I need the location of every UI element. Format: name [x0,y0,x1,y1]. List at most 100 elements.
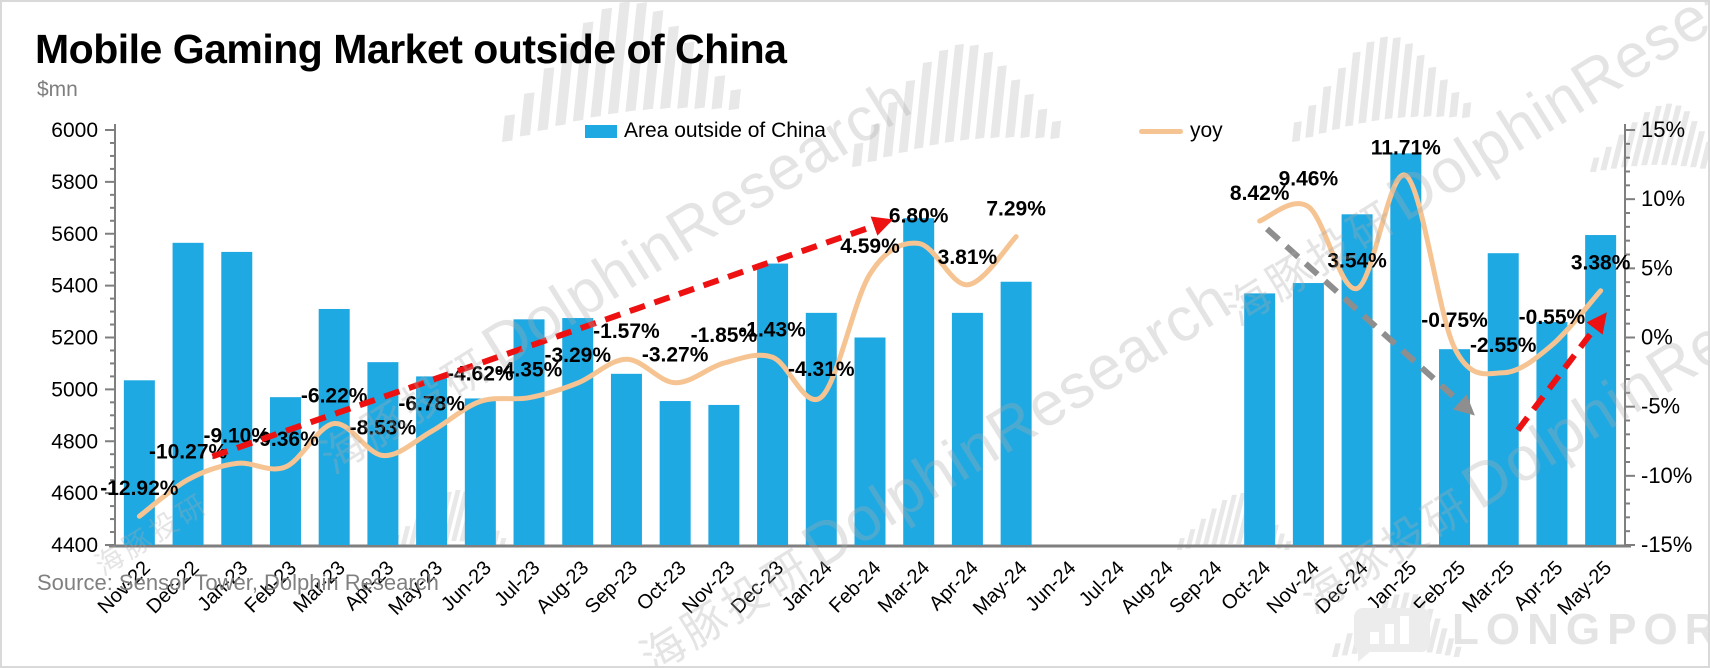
yoy-data-labels: -12.92%-10.27%-9.10%-9.36%-6.22%-8.53%-6… [100,137,1630,501]
bar [562,318,594,545]
right-axis-tick-label: 15% [1641,117,1685,142]
bar [1439,349,1471,545]
bar [221,251,253,545]
x-axis-label: Jun-23 [437,557,496,616]
x-axis-label: Nov-23 [678,557,739,618]
soundwave-watermark-icon [502,2,741,142]
left-axis-tick-label: 5200 [51,327,98,350]
bar [1244,293,1276,545]
yoy-data-label: -1.57% [593,320,660,343]
yoy-data-label: -10.27% [149,441,228,464]
bar [659,401,691,545]
right-axis-tick-label: 5% [1641,255,1673,280]
uptrend-arrow-early [211,216,894,460]
yoy-line [1257,172,1604,377]
x-axis-label: Dec-22 [142,557,203,618]
yoy-data-label: 4.59% [840,235,900,258]
yoy-data-label: -2.55% [1470,334,1537,357]
x-axis-label: Aug-24 [1117,557,1178,618]
bar-series [123,153,1617,545]
x-axis-label: Mar-25 [1458,557,1518,617]
yoy-data-label: -3.29% [544,344,611,367]
yoy-data-label: 6.80% [889,204,949,227]
soundwave-watermark-icon [852,43,1062,167]
x-axis-label: Nov-24 [1263,557,1324,618]
x-axis-label: Aug-23 [532,557,593,618]
yoy-data-label: -1.85% [691,324,758,347]
left-axis-tick-label: 5000 [51,378,98,401]
soundwave-watermark-icon [1292,36,1472,142]
bar [1585,235,1617,545]
left-axis-tick-label: 5800 [51,171,98,194]
yoy-data-label: -1.43% [739,318,806,341]
x-axis-label: Feb-24 [825,557,885,617]
x-axis-label: May-23 [384,557,447,620]
bar [1000,281,1032,545]
x-axis-label: Feb-23 [241,557,301,617]
left-axis-tick-label: 4400 [51,534,98,557]
yoy-data-label: 3.38% [1571,252,1631,275]
x-axis-label: Dec-24 [1311,557,1372,618]
yoy-data-label: -0.75% [1421,309,1488,332]
bar [464,398,496,545]
yoy-data-label: -4.35% [496,359,563,382]
x-axis-label: Jun-24 [1022,557,1081,616]
bar [757,263,789,545]
bar [854,337,886,545]
yoy-data-label: -9.10% [204,424,271,447]
trend-arrows [211,216,1607,460]
yoy-data-label: -6.22% [301,385,368,408]
x-axis-label: Jan-23 [194,557,253,616]
yoy-data-label: -8.53% [350,416,417,439]
yoy-data-label: 9.46% [1279,168,1339,191]
right-axis-tick-labels: -15% -10% -5% 0% 5% 10% 15% [1641,117,1692,557]
yoy-data-label: 3.54% [1327,250,1387,273]
yoy-data-label: -4.31% [788,358,855,381]
x-axis-label: Dec-23 [727,557,788,618]
yoy-data-label: 8.42% [1230,182,1290,205]
x-axis-label: Feb-25 [1410,557,1470,617]
yoy-data-label: 7.29% [986,198,1046,221]
bar [416,376,448,545]
x-axis-label: Mar-23 [289,557,349,617]
uptrend-arrow-late [1515,312,1607,432]
x-axis-label: Mar-24 [874,557,934,617]
soundwave-watermark-icon [392,490,507,547]
bar [805,312,837,545]
yoy-data-label: -3.27% [642,344,709,367]
x-axis-label: Sep-24 [1165,557,1226,618]
x-axis-label: Nov-22 [94,557,155,618]
right-axis-tick-label: -15% [1641,532,1692,557]
bar [610,373,642,545]
x-axis-label: May-24 [969,557,1032,620]
yoy-data-label: -0.55% [1519,306,1586,329]
left-axis-tick-labels: 4400 4600 4800 5000 5200 5400 5600 5800 6000 [51,119,98,557]
left-axis-tick-label: 6000 [51,119,98,142]
yoy-line [136,234,1019,519]
right-axis-tick-label: -5% [1641,394,1680,419]
downtrend-arrow [1264,226,1475,416]
yoy-line-series [136,172,1604,519]
left-axis-tick-label: 5600 [51,223,98,246]
yoy-data-label: 11.71% [1371,137,1441,160]
bar [1292,283,1324,545]
right-axis-tick-label: -10% [1641,463,1692,488]
axis-ticks [105,129,1635,546]
yoy-data-label: 3.81% [938,246,998,269]
x-axis-label: May-25 [1553,557,1616,620]
bar [1487,253,1519,545]
x-axis-label: Jan-24 [778,557,837,616]
bar [903,218,935,545]
soundwave-watermark-icon [1332,592,1462,657]
bar [1390,153,1422,545]
left-axis-tick-label: 5400 [51,275,98,298]
right-axis-tick-label: 10% [1641,186,1685,211]
bar [708,404,740,545]
soundwave-watermark-icon [1590,103,1708,172]
left-axis-tick-label: 4800 [51,430,98,453]
left-axis-tick-label: 4600 [51,482,98,505]
x-axis-labels: Nov-22Dec-22Jan-23Feb-23Mar-23Apr-23May-… [94,557,1616,620]
bar [513,319,545,545]
